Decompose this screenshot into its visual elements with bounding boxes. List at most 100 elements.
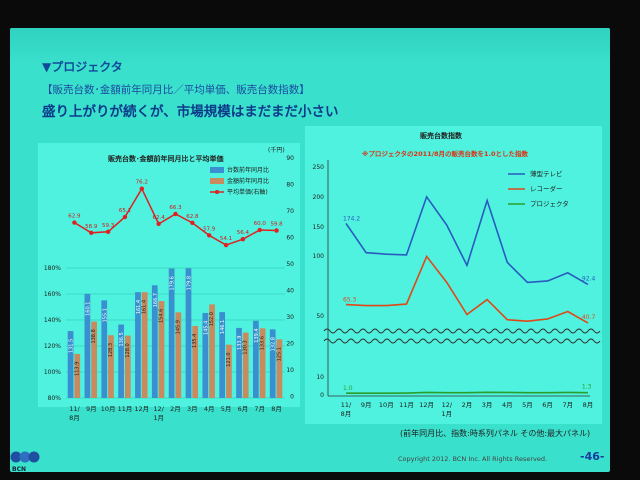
price-point [223, 242, 229, 248]
right-chart-panel [305, 126, 602, 424]
bar-units-label: 131.5 [69, 339, 75, 353]
price-label: 60.0 [254, 221, 267, 227]
price-label: 62.8 [186, 214, 199, 220]
left-chart-xtick: 12月 [134, 405, 149, 413]
price-label: 66.3 [169, 205, 182, 211]
left-chart-y2tick: 60 [286, 235, 294, 242]
price-label: 58.9 [85, 224, 98, 230]
series-start-label: 65.3 [343, 297, 357, 304]
bar-amount [158, 301, 165, 398]
right-chart-xtick: 10月 [379, 401, 394, 409]
left-chart-xtick: 6月 [238, 405, 249, 413]
bar-amount [124, 335, 131, 398]
left-chart-y2tick: 80 [286, 182, 294, 189]
price-point [139, 186, 145, 191]
price-label: 59.3 [102, 223, 115, 229]
left-chart-y2tick: 0 [290, 394, 294, 401]
right-chart-xtick: 6月 [542, 401, 553, 409]
left-chart-xtick: 11/ [69, 405, 80, 413]
price-label: 62.4 [153, 215, 166, 221]
left-chart-y2tick: 50 [286, 261, 294, 268]
left-chart-y2tick: 90 [286, 155, 294, 162]
right-chart-annotation: ※プロジェクタの2011/8月の販売台数を1.0とした指数 [362, 149, 529, 158]
left-chart-xtick: 7月 [254, 405, 265, 413]
bar-units-label: 160.1 [85, 302, 91, 316]
slide-top-band [10, 28, 610, 64]
left-chart-xtick: 5月 [221, 405, 232, 413]
price-label: 65.1 [119, 208, 131, 214]
right-chart-xtick: 4月 [502, 401, 513, 409]
bar-units-label: 161.4 [136, 300, 142, 314]
left-chart-xtick: 12/ [153, 405, 164, 413]
bar-units [269, 329, 276, 398]
right-chart-xtick: 7月 [562, 401, 573, 409]
right-chart-ytick: 100 [313, 253, 325, 260]
bar-units [135, 292, 141, 398]
left-chart-y2tick: 10 [286, 367, 294, 374]
bar-amount-label: 128.0 [125, 343, 131, 357]
axis-break-wave [323, 328, 601, 334]
bar-amount [226, 344, 232, 398]
bar-units-label: 166.7 [153, 293, 159, 307]
price-label: 59.8 [270, 222, 283, 228]
right-legend-label: レコーダー [530, 184, 563, 193]
left-legend-marker [215, 190, 219, 194]
bar-amount [209, 304, 215, 398]
price-label: 76.2 [136, 180, 148, 186]
left-legend-label: 金額前年同月比 [227, 177, 269, 185]
right-chart-title: 販売台数指数 [420, 131, 463, 140]
right-chart-ytick: 200 [313, 194, 325, 201]
bar-units-label: 179.6 [170, 276, 176, 290]
bar-units [67, 331, 74, 398]
price-point [72, 220, 77, 225]
left-chart-xtick: 2月 [170, 405, 181, 413]
bar-units-label: 139.4 [254, 328, 260, 342]
left-chart-ytick: 100% [44, 369, 61, 376]
left-chart-y2tick: 70 [286, 208, 294, 215]
right-chart-xtick: 3月 [482, 401, 493, 409]
slide-subtitle: 【販売台数･金額前年同月比／平均単価、販売台数指数】 [42, 84, 310, 96]
bcn-logo-icon [10, 451, 40, 463]
left-chart-ytick: 140% [44, 317, 61, 324]
series-end-label: 40.7 [582, 314, 596, 321]
left-chart-title: 販売台数･金額前年同月比と平均単価 [108, 154, 224, 163]
bar-units [185, 268, 192, 398]
copyright: Copyright 2012. BCN Inc. All Rights Rese… [398, 455, 548, 463]
right-chart-xtick: 11/ [341, 401, 352, 409]
bar-units [151, 285, 158, 398]
bar-amount-label: 154.6 [159, 309, 165, 323]
right-chart-ytick: 50 [316, 313, 324, 320]
bar-amount [74, 353, 81, 398]
left-chart-y2label: (千円) [268, 146, 285, 154]
price-point [173, 211, 178, 217]
left-chart-xtick: 3月 [187, 405, 198, 413]
bar-amount [141, 292, 148, 398]
series-end-label: 1.3 [582, 384, 592, 391]
price-point [206, 233, 212, 238]
bar-amount [175, 312, 182, 398]
price-point [89, 230, 94, 236]
left-chart-xtick: 9月 [86, 405, 97, 413]
left-legend-label: 平均単価(右軸) [227, 188, 268, 196]
bar-amount-label: 125.1 [276, 347, 282, 361]
price-point [274, 228, 279, 233]
bar-units [101, 300, 108, 398]
price-point [122, 214, 128, 220]
left-legend-label: 台数前年同月比 [227, 166, 269, 174]
left-chart-xtick: 1月 [153, 414, 164, 422]
bar-amount [259, 328, 266, 398]
bar-amount-label: 121.0 [226, 352, 232, 366]
left-chart-ytick: 120% [44, 343, 61, 350]
right-chart-ytick: 250 [313, 164, 325, 171]
series-start-label: 174.2 [343, 215, 360, 222]
bar-units-label: 132.8 [271, 337, 277, 351]
left-legend-swatch [210, 178, 224, 184]
right-chart-ytick: 150 [313, 224, 325, 231]
bar-amount-label: 161.4 [142, 300, 148, 314]
price-point [257, 227, 262, 233]
left-chart-xtick: 11月 [118, 405, 133, 413]
bar-amount-label: 133.6 [260, 336, 266, 350]
bar-units-label: 146.1 [220, 320, 226, 334]
